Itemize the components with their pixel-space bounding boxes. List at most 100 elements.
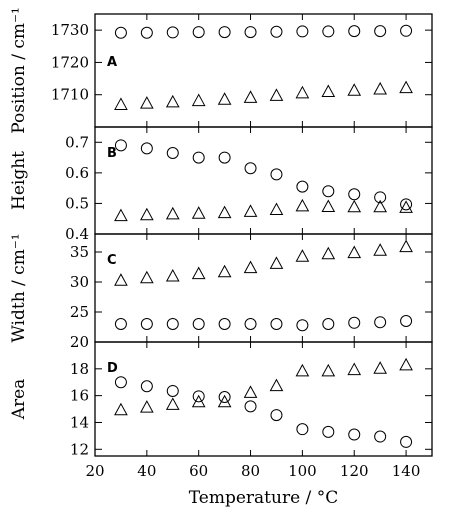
x-tick-label-1: 40: [137, 462, 156, 480]
panel-c-series-1-point-1: [140, 318, 153, 330]
panel-b-series-0-point-6: [270, 168, 283, 181]
panel-a-series-0-point-3: [192, 26, 205, 39]
panel-a-series-1-point-8: [321, 84, 336, 98]
panel-c-series-0-point-2: [165, 268, 180, 282]
panel-b-series-0-point-8: [322, 185, 335, 198]
x-tick-label-6: 140: [392, 462, 421, 480]
panel-d-series-1-point-0: [114, 402, 128, 416]
panel-b-label: B: [107, 146, 117, 161]
panel-c-series-1-point-10: [374, 316, 387, 329]
x-tick-label-2: 60: [189, 462, 208, 480]
panel-c-series-0-point-11: [399, 239, 413, 253]
panel-b-series-0-point-9: [348, 188, 361, 201]
panel-c-series-0-point-8: [321, 246, 336, 260]
panel-c-ytick-label-3: 35: [70, 243, 89, 261]
panel-b-series-0-point-2: [166, 146, 179, 159]
panel-a-series-1-point-4: [217, 92, 232, 105]
panel-b-series-0-point-11: [400, 198, 413, 211]
panel-d-series-1-point-4: [217, 394, 232, 408]
panel-c-series-0-point-3: [191, 266, 206, 280]
panel-d-series-1-point-8: [321, 363, 336, 377]
panel-c-series-1-point-5: [244, 318, 257, 330]
panel-b-series-0-point-5: [244, 162, 257, 175]
panel-d-series-0-point-5: [244, 400, 257, 413]
panel-b-series-1-point-2: [165, 206, 180, 220]
panel-b-series-1-point-1: [140, 207, 154, 221]
panel-a-series-0-point-2: [166, 26, 179, 39]
panel-b-series-1-point-0: [114, 208, 128, 222]
x-tick-label-4: 100: [288, 462, 317, 480]
panel-d-series-1-point-3: [191, 394, 206, 408]
panel-d-series-1-point-11: [399, 357, 413, 371]
panel-c-series-1-point-0: [114, 318, 127, 330]
panel-c-series-0-point-4: [217, 264, 232, 278]
panel-b-series-0-point-10: [374, 191, 387, 204]
panel-a-series-1-point-2: [165, 94, 180, 108]
x-tick-label-3: 80: [241, 462, 260, 480]
panel-b-series-1-point-9: [347, 199, 362, 213]
panel-d-series-0-point-11: [400, 435, 413, 448]
panel-a-series-0-point-4: [218, 26, 231, 39]
panel-c-series-1-point-9: [348, 316, 361, 329]
panel-d-series-0-point-9: [348, 428, 361, 441]
panel-b-series-1-point-8: [321, 199, 336, 212]
x-tick-label-5: 120: [340, 462, 369, 480]
panel-a-series-0-point-10: [374, 25, 387, 38]
panel-a-series-0-point-6: [270, 25, 283, 38]
panel-d-series-0-point-6: [270, 409, 283, 422]
panel-c-series-0-point-10: [373, 243, 387, 256]
panel-c-series-0-point-6: [269, 256, 284, 269]
panel-c-series-0-point-1: [140, 270, 154, 284]
panel-a-ytick-label-0: 1710: [51, 86, 89, 104]
panel-c-ytick-label-2: 30: [70, 273, 89, 291]
panel-b-ytick-label-3: 0.7: [65, 133, 89, 151]
panel-b-series-1-point-4: [217, 205, 232, 219]
panel-d-series-1-point-9: [347, 362, 362, 376]
panel-b-series-1-point-10: [373, 199, 387, 213]
panel-c-series-1-point-4: [218, 318, 231, 330]
panel-a-series-1-point-0: [114, 97, 128, 110]
panel-d-series-1-point-10: [373, 361, 387, 374]
x-axis-title: Temperature / °C: [189, 488, 338, 508]
panel-d-series-0-point-7: [296, 423, 309, 436]
panel-a-ylabel: Position / cm⁻¹: [9, 7, 29, 134]
panel-d-series-0-point-2: [166, 384, 179, 397]
x-tick-label-0: 20: [85, 462, 104, 480]
panel-b-series-1-point-11: [399, 200, 413, 213]
panel-a-series-1-point-10: [373, 81, 387, 95]
panel-a-series-1-point-7: [295, 85, 310, 99]
panel-c-frame: [94, 233, 433, 343]
panel-c-ytick-label-1: 25: [70, 303, 89, 321]
panel-d-series-1-point-2: [165, 397, 180, 410]
panel-c-series-0-point-9: [347, 245, 362, 259]
panel-a-series-0-point-9: [348, 25, 361, 38]
panel-c-ylabel: Width / cm⁻¹: [9, 233, 29, 342]
panel-c-series-1-point-7: [296, 319, 309, 332]
panel-c-series-0-point-5: [243, 260, 258, 274]
panel-c-label: C: [107, 253, 117, 268]
panel-a-series-0-point-11: [400, 24, 413, 37]
panel-a-frame: [94, 13, 433, 128]
panel-d-series-0-point-10: [374, 430, 387, 443]
panel-b-series-1-point-6: [269, 202, 284, 216]
panel-c-series-0-point-0: [114, 273, 128, 286]
panel-b-series-1-point-7: [295, 198, 310, 212]
panel-a-series-1-point-1: [140, 96, 154, 109]
panel-d-series-1-point-6: [269, 378, 284, 392]
panel-c-ytick-label-0: 20: [70, 333, 89, 351]
panel-b-series-1-point-5: [243, 204, 258, 217]
panel-d-series-1-point-5: [243, 385, 258, 398]
panel-b-series-0-point-1: [140, 142, 153, 155]
panel-b-series-0-point-3: [192, 151, 205, 164]
panel-b-ytick-label-1: 0.5: [65, 194, 89, 212]
panel-d-ytick-label-3: 18: [70, 360, 89, 378]
panel-d-ytick-label-1: 14: [70, 413, 89, 431]
panel-a-series-0-point-7: [296, 25, 309, 38]
panel-a-series-0-point-8: [322, 25, 335, 38]
panel-a-series-1-point-11: [399, 80, 413, 94]
panel-d-series-0-point-0: [114, 376, 127, 389]
panel-d-label: D: [107, 361, 118, 376]
panel-c-series-1-point-6: [270, 318, 283, 330]
